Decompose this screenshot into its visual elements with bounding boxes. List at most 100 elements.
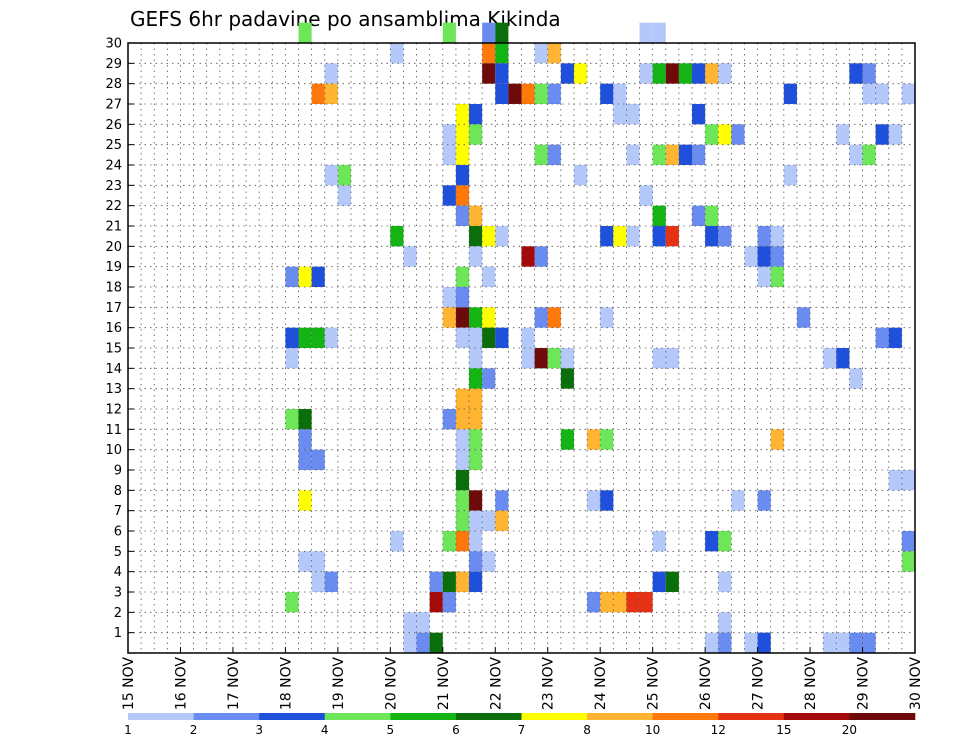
x-tick-label: 30 NOV (908, 657, 924, 711)
data-cell (613, 592, 627, 613)
data-cell (311, 551, 325, 572)
data-cell (573, 165, 588, 186)
colorbar-swatch (652, 713, 719, 720)
x-tick-label: 20 NOV (383, 657, 399, 711)
y-tick-label: 30 (105, 37, 122, 52)
data-cell (298, 266, 312, 287)
data-cell (600, 429, 614, 450)
x-tick-label: 25 NOV (646, 657, 662, 711)
data-cell (665, 571, 679, 592)
data-cell (442, 592, 456, 613)
data-cell (639, 22, 653, 43)
colorbar-label: 10 (645, 723, 660, 737)
y-tick-label: 4 (114, 565, 122, 580)
data-cell (862, 144, 876, 165)
y-tick-label: 7 (114, 504, 122, 519)
data-cell (626, 104, 640, 125)
y-axis: 1234567891011121314151617181920212223242… (105, 37, 134, 641)
data-cell (429, 592, 443, 613)
data-cell (783, 83, 797, 104)
data-cell (587, 592, 601, 613)
data-cell (482, 551, 496, 572)
data-cell (495, 490, 509, 511)
data-cell (718, 63, 732, 84)
x-tick-label: 28 NOV (803, 657, 819, 711)
data-cell (547, 83, 561, 104)
data-cell (652, 205, 666, 226)
data-cell (455, 449, 470, 470)
y-tick-label: 20 (105, 240, 122, 255)
data-cell (836, 632, 850, 653)
x-tick-label: 22 NOV (488, 657, 504, 711)
data-cell (823, 632, 837, 653)
data-cell (442, 124, 456, 145)
data-cell (455, 571, 470, 592)
data-cell (469, 571, 483, 592)
x-tick-label: 21 NOV (436, 657, 452, 711)
data-cell (770, 246, 784, 267)
data-cell (600, 307, 614, 328)
data-cell (718, 226, 732, 247)
data-cell (442, 185, 456, 206)
colorbar-swatch (783, 713, 850, 720)
y-tick-label: 6 (114, 525, 122, 540)
x-tick-label: 15 NOV (121, 657, 137, 711)
y-tick-label: 5 (114, 545, 122, 560)
x-tick-label: 18 NOV (278, 657, 294, 711)
data-cell (705, 632, 719, 653)
data-cell (298, 327, 312, 348)
y-tick-label: 27 (105, 98, 122, 113)
data-cell (311, 571, 325, 592)
data-cell (573, 63, 588, 84)
data-cell (285, 592, 299, 613)
colorbar-label: 1 (124, 723, 132, 737)
data-cell (560, 63, 574, 84)
data-cell (678, 63, 693, 84)
x-tick-label: 16 NOV (173, 657, 189, 711)
colorbar-label: 20 (842, 723, 857, 737)
y-tick-label: 9 (114, 464, 122, 479)
data-cell (849, 632, 863, 653)
colorbar-swatch (390, 713, 457, 720)
data-cell (547, 348, 561, 369)
data-cell (692, 144, 706, 165)
data-cell (469, 246, 483, 267)
data-cell (455, 104, 470, 125)
data-cell (652, 226, 666, 247)
data-cell (639, 185, 653, 206)
colorbar-swatch (587, 713, 653, 720)
data-cell (534, 246, 548, 267)
data-cell (298, 22, 312, 43)
data-cell (652, 63, 666, 84)
data-cell (311, 449, 325, 470)
data-cell (600, 83, 614, 104)
data-cell (665, 63, 679, 84)
y-tick-label: 10 (105, 443, 122, 458)
data-cell (757, 266, 771, 287)
colorbar-label: 8 (583, 723, 591, 737)
data-cell (783, 165, 797, 186)
x-axis: 15 NOV 16 NOV 17 NOV 18 NOV 19 NOV 20 NOV 21 N… (121, 647, 924, 710)
data-cell (770, 429, 784, 450)
data-cell (652, 531, 666, 552)
colorbar-label: 2 (190, 723, 198, 737)
data-cell (534, 43, 548, 64)
data-cell (469, 429, 483, 450)
data-cell (547, 307, 561, 328)
data-cell (639, 592, 653, 613)
data-cell (705, 205, 719, 226)
data-cell (705, 124, 719, 145)
data-cell (875, 83, 889, 104)
y-tick-label: 11 (105, 423, 122, 438)
data-cell (442, 531, 456, 552)
data-cell (652, 144, 666, 165)
data-cell (836, 124, 850, 145)
data-cell (495, 43, 509, 64)
data-cell (482, 266, 496, 287)
y-tick-label: 3 (114, 586, 122, 601)
data-cell (455, 429, 470, 450)
data-cell (403, 632, 417, 653)
data-cell (324, 63, 338, 84)
data-cell (482, 510, 496, 531)
colorbar-label: 6 (452, 723, 460, 737)
